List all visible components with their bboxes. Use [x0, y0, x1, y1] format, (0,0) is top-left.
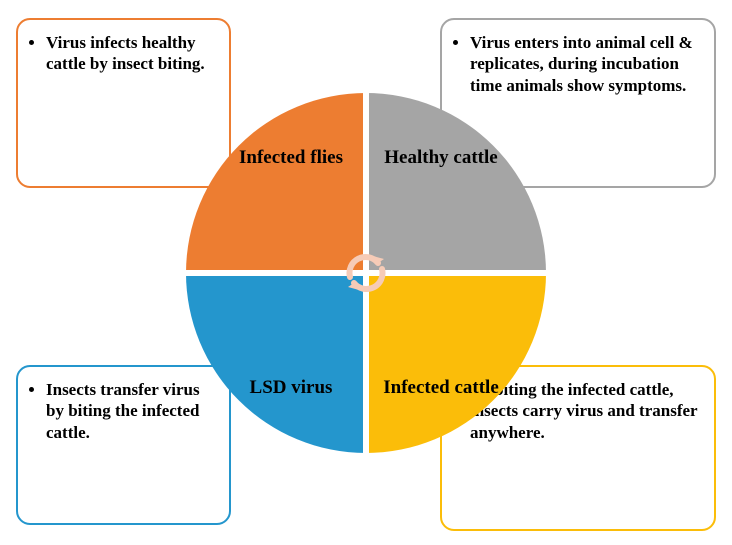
- quadrant-label: LSD virus: [210, 327, 343, 399]
- quadrant-label: Healthy cattle: [374, 147, 537, 219]
- cycle-circle: Infected flies Healthy cattle LSD virus …: [186, 93, 546, 453]
- cycle-arrows-icon: [336, 243, 396, 303]
- diagram-canvas: Virus infects healthy cattle by insect b…: [0, 0, 732, 545]
- quadrant-label: Infected flies: [199, 147, 353, 219]
- callout-text: Virus infects healthy cattle by insect b…: [46, 32, 215, 75]
- quadrant-label: Infected cattle: [373, 327, 539, 399]
- callout-text: Virus enters into animal cell & replicat…: [470, 32, 700, 96]
